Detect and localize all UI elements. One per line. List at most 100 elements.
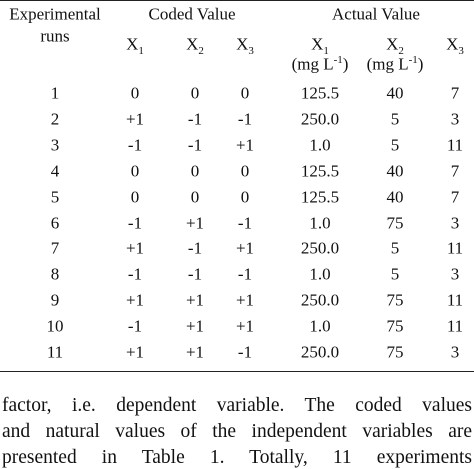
column-header: X3: [236, 34, 254, 57]
paragraph-line: factor, i.e. dependent variable. The cod…: [2, 395, 472, 416]
unit-superscript: -1: [333, 53, 343, 66]
table-cell: 40: [386, 187, 404, 207]
top-rule: [0, 0, 474, 1]
table-cell: -1: [187, 264, 203, 284]
table-cell: 0: [130, 83, 140, 103]
table-cell: 7: [450, 187, 460, 207]
table-cell: 125.5: [300, 161, 340, 181]
table-cell: 125.5: [300, 187, 340, 207]
table-cell: +1: [235, 316, 255, 336]
table-cell: 5: [390, 264, 400, 284]
unit-text: ): [342, 54, 349, 74]
table-cell: 5: [390, 135, 400, 155]
column-name: X: [311, 34, 324, 54]
column-subscript: 2: [398, 44, 404, 57]
column-name: X: [386, 34, 399, 54]
table-cell: 0: [240, 161, 250, 181]
column-name: X: [446, 34, 459, 54]
table-cell: 0: [190, 161, 200, 181]
table-cell: 75: [386, 213, 404, 232]
table-cell: 75: [386, 290, 404, 310]
table-cell: +1: [125, 109, 145, 129]
table-cell: 6: [50, 213, 60, 232]
table-cell: 5: [390, 238, 400, 258]
table-cell: -1: [187, 135, 203, 155]
table-cell: -1: [187, 109, 203, 129]
column-subscript: 3: [458, 44, 464, 57]
table-cell: 5: [50, 187, 60, 207]
table-cell: 9: [50, 290, 60, 310]
table-cell: -1: [237, 109, 253, 129]
column-subscript: 3: [248, 44, 254, 57]
header-actual: Actual Value: [332, 4, 420, 24]
table-cell: 11: [446, 238, 464, 258]
table-cell: 3: [450, 109, 460, 129]
table-cell: 0: [130, 161, 140, 181]
column-subscript: 2: [198, 44, 204, 57]
table-cell: +1: [235, 290, 255, 310]
table-cell: +1: [235, 135, 255, 155]
table-cell: 1.0: [309, 135, 331, 155]
table-cell: -1: [127, 135, 143, 155]
bottom-rule: [0, 371, 474, 372]
column-name: X: [186, 34, 199, 54]
column-unit: (mg L-1): [366, 53, 424, 74]
column-unit: (mg L-1): [292, 53, 349, 74]
table-cell: 11: [446, 135, 464, 155]
table-cell: 11: [46, 342, 64, 362]
table-cell: 0: [130, 187, 140, 207]
table-cell: -1: [127, 264, 143, 284]
table-cell: 250.0: [300, 290, 340, 310]
table-cell: 8: [50, 264, 60, 284]
table-cell: +1: [125, 290, 145, 310]
unit-superscript: -1: [408, 53, 418, 66]
column-name: X: [236, 34, 249, 54]
header-coded: Coded Value: [148, 4, 236, 24]
table-cell: -1: [187, 238, 203, 258]
table-cell: -1: [127, 316, 143, 336]
table-cell: 7: [450, 83, 460, 103]
table-cell: 11: [446, 316, 464, 336]
table-cell: +1: [185, 290, 205, 310]
table-cell: 250.0: [300, 238, 340, 258]
table-cell: 0: [190, 187, 200, 207]
table-cell: 1.0: [309, 213, 331, 232]
table-cell: +1: [125, 342, 145, 362]
column-header: X2: [186, 34, 204, 57]
table-cell: 250.0: [300, 109, 340, 129]
table-cell: 75: [386, 342, 404, 362]
table-cell: 1.0: [309, 264, 331, 284]
table-cell: 40: [386, 161, 404, 181]
table-cell: 0: [240, 83, 250, 103]
column-header: X2: [386, 34, 404, 57]
table-cell: 7: [50, 238, 60, 258]
column-name: X: [126, 34, 139, 54]
table-cell: +1: [185, 342, 205, 362]
table-cell: 7: [450, 161, 460, 181]
table-cell: 2: [50, 109, 60, 129]
table-cell: 75: [386, 316, 404, 336]
table-cell: 5: [390, 109, 400, 129]
table-cell: 3: [50, 135, 60, 155]
column-header: X3: [446, 34, 464, 57]
table-cell: 1.0: [309, 316, 331, 336]
table-cell: -1: [237, 342, 253, 362]
unit-text: (mg L: [366, 54, 409, 74]
table-cell: 1: [50, 83, 60, 103]
table-cell: -1: [237, 264, 253, 284]
table-cell: 250.0: [300, 342, 340, 362]
table-cell: +1: [185, 316, 205, 336]
table-cell: 40: [386, 83, 404, 103]
table-cell: 11: [446, 290, 464, 310]
header-runs: Experimental: [9, 4, 101, 24]
column-subscript: 1: [138, 44, 144, 57]
table-cell: 4: [50, 161, 60, 181]
table-cell: 3: [450, 342, 460, 362]
table-cell: 10: [46, 316, 64, 336]
table-cell: 3: [450, 213, 460, 232]
unit-text: ): [417, 54, 424, 74]
table-cell: +1: [125, 238, 145, 258]
header-runs: runs: [40, 26, 70, 46]
paragraph-line: and natural values of the independent va…: [2, 421, 472, 442]
